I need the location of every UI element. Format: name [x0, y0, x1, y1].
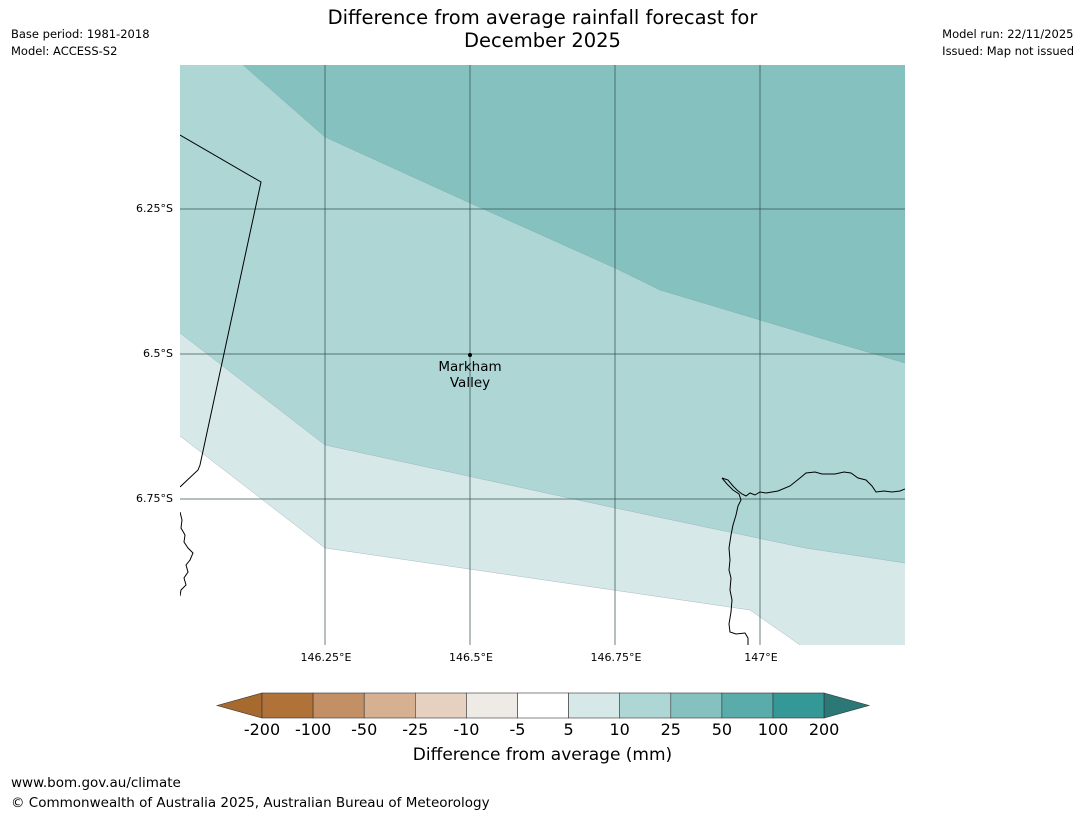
map-area	[180, 65, 905, 645]
lon-tick-label: 147°E	[744, 651, 778, 664]
lon-tick-label: 146.75°E	[590, 651, 642, 664]
colorbar-tick-label: -100	[294, 720, 332, 739]
coastline-gulf	[721, 477, 749, 645]
coastline-east	[721, 471, 905, 497]
province-boundary	[180, 134, 262, 488]
colorbar-tick-label: -50	[351, 720, 378, 739]
map-title-line1: Difference from average rainfall forecas…	[327, 6, 758, 29]
lat-tick-label: 6.75°S	[136, 492, 173, 505]
base-period: Base period: 1981-2018	[11, 27, 150, 41]
colorbar-tick-label: 10	[609, 720, 630, 739]
colorbar-tick-label: 50	[711, 720, 733, 739]
meta-right: Model run: 22/11/2025 Issued: Map not is…	[942, 26, 1074, 60]
lon-tick-label: 146.5°E	[449, 651, 493, 664]
colorbar-tick-label: -25	[402, 720, 429, 739]
colorbar-tick-label: 25	[660, 720, 681, 739]
colorbar-tick-label: 5	[563, 720, 574, 739]
colorbar-tick-label: -200	[243, 720, 281, 739]
lat-tick-label: 6.5°S	[143, 347, 173, 360]
place-label-line2: Valley	[449, 375, 491, 391]
coastline-west	[180, 511, 194, 597]
lon-tick-label: 146.25°E	[300, 651, 352, 664]
place-label-line1: Markham	[438, 359, 502, 375]
colorbar-tick-label: -5	[509, 720, 526, 739]
band-edge-5	[180, 435, 801, 645]
colorbar-tick-label: 200	[808, 720, 840, 739]
place-marker	[468, 353, 472, 357]
place-label: Markham Valley	[420, 359, 520, 391]
footer-copyright: © Commonwealth of Australia 2025, Austra…	[11, 795, 490, 811]
lat-tick-label: 6.25°S	[136, 202, 173, 215]
model-run: Model run: 22/11/2025	[942, 27, 1074, 41]
gridlines	[180, 65, 905, 645]
meta-left: Base period: 1981-2018 Model: ACCESS-S2	[11, 26, 150, 60]
colorbar-tick-label: -10	[453, 720, 480, 739]
map-title-line2: December 2025	[464, 29, 621, 52]
rain-band-25-50	[243, 65, 905, 363]
model-name: Model: ACCESS-S2	[11, 44, 118, 58]
colorbar-tick-label: 100	[757, 720, 789, 739]
footer-url: www.bom.gov.au/climate	[11, 775, 181, 791]
colorbar-title: Difference from average (mm)	[412, 745, 673, 765]
map-title: Difference from average rainfall forecas…	[0, 6, 1085, 52]
issued-status: Issued: Map not issued	[942, 44, 1074, 58]
